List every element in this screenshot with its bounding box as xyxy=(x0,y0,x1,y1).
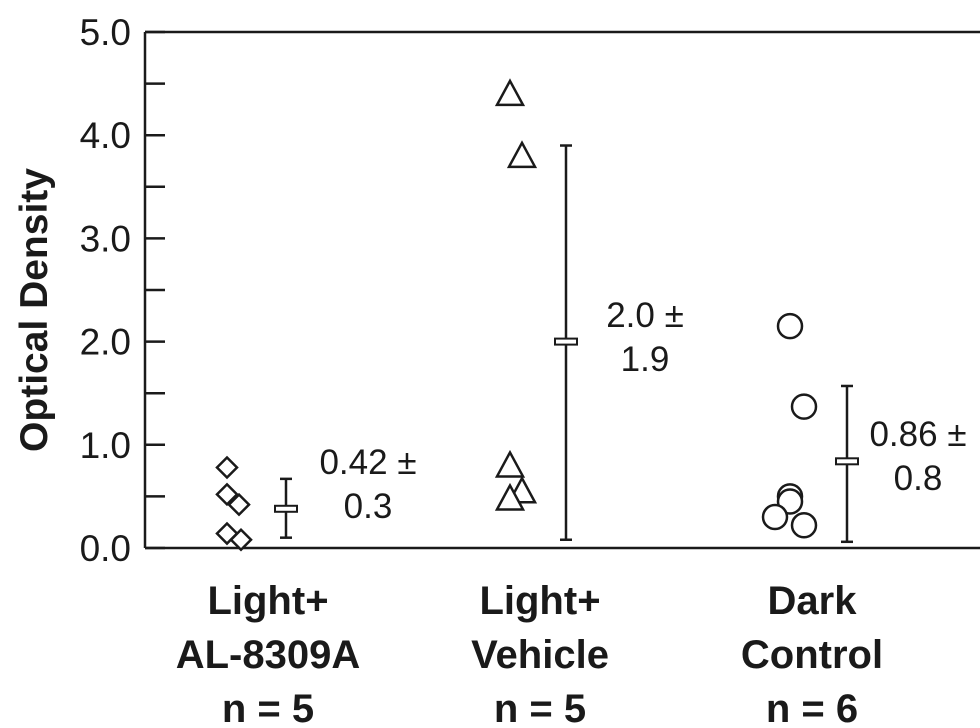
category-label: Light+ xyxy=(479,579,600,623)
circle-marker xyxy=(776,312,804,340)
diamond-marker xyxy=(215,482,239,507)
y-tick-label: 2.0 xyxy=(80,322,131,363)
mean-sd-annotation: 0.8 xyxy=(894,459,943,498)
y-tick-label: 3.0 xyxy=(80,218,131,259)
mean-sd-annotation: 0.3 xyxy=(344,487,393,526)
annotations: 0.42 ± 0.3 2.0 ± 1.9 0.86 ± 0.8 xyxy=(319,296,966,526)
y-tick-label: 1.0 xyxy=(80,425,131,466)
category-label: Dark xyxy=(768,579,858,623)
axes xyxy=(143,30,980,550)
circle-marker xyxy=(761,503,789,531)
category-label: n = 5 xyxy=(222,687,314,728)
circle-marker xyxy=(790,393,818,420)
mean-marker xyxy=(274,504,298,513)
triangle-marker xyxy=(494,482,526,511)
mean-sd-annotation: 2.0 ± xyxy=(606,296,684,335)
diamond-marker xyxy=(227,492,251,517)
y-tick-label: 5.0 xyxy=(80,12,131,53)
category-label: Vehicle xyxy=(471,633,609,677)
mean-sd-annotation: 0.86 ± xyxy=(869,415,966,454)
error-bars xyxy=(274,144,859,544)
triangle-marker xyxy=(494,78,526,107)
mean-marker xyxy=(554,337,578,346)
diamond-marker xyxy=(215,455,239,480)
category-label: n = 5 xyxy=(494,687,586,728)
y-tick-label: 4.0 xyxy=(80,115,131,156)
y-axis-ticks: 0.0 1.0 2.0 3.0 4.0 5.0 xyxy=(80,12,165,569)
y-axis-title: Optical Density xyxy=(13,168,56,452)
y-tick-label: 0.0 xyxy=(80,528,131,569)
circle-marker xyxy=(790,512,818,539)
triangle-marker xyxy=(494,449,526,478)
category-label: AL-8309A xyxy=(176,633,361,677)
triangle-marker xyxy=(506,140,538,169)
category-label: Control xyxy=(741,633,883,677)
category-label: n = 6 xyxy=(766,687,858,728)
data-marks xyxy=(215,78,818,552)
mean-marker xyxy=(835,457,859,466)
diamond-marker xyxy=(229,527,253,552)
mean-sd-annotation: 1.9 xyxy=(621,340,670,379)
category-label: Light+ xyxy=(207,579,328,623)
mean-sd-annotation: 0.42 ± xyxy=(319,443,416,482)
category-labels: Light+ AL-8309A n = 5 Light+ Vehicle n = 5 Dar… xyxy=(176,579,883,728)
